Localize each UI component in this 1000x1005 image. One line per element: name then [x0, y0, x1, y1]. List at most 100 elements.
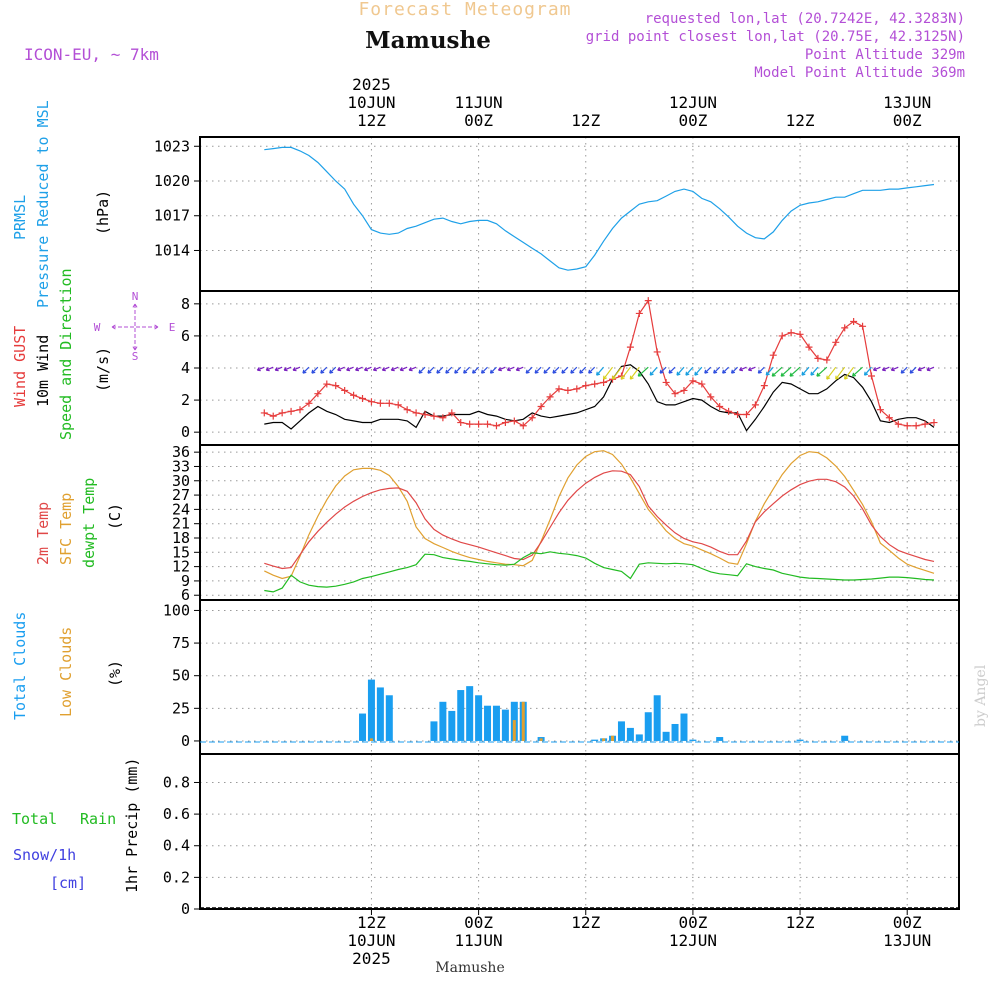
wind-direction-arrow [668, 366, 676, 374]
model-name: ICON-EU, ~ 7km [24, 45, 159, 64]
wind-direction-arrow [337, 366, 345, 372]
gust-marker [600, 378, 608, 386]
wind-direction-arrow [292, 366, 301, 372]
pressure-line [264, 146, 935, 271]
time-label-bottom: 12Z [571, 913, 600, 932]
wind-direction-arrow [620, 366, 631, 380]
gust-marker [260, 409, 268, 417]
temp-unit: (C) [106, 503, 124, 530]
time-label-top: 12Z [357, 111, 386, 130]
pressure-panel-labels: PRMSL Pressure Reduced to MSL (hPa) [11, 100, 112, 308]
wind-direction-arrow [816, 366, 828, 377]
wind-direction-arrow [552, 366, 560, 374]
wind-direction-arrow [256, 366, 265, 372]
wind-direction-arrow [780, 366, 792, 377]
wind-direction-arrow [602, 366, 614, 380]
wind-direction-arrow [283, 366, 292, 372]
gust-marker [359, 394, 367, 402]
gust-marker [582, 382, 590, 390]
gust-marker [769, 351, 777, 359]
gust-marker [885, 414, 893, 422]
total-label: Total [12, 810, 57, 828]
gust-marker [519, 422, 527, 430]
time-label-bottom: 2025 [352, 949, 391, 968]
compass-e: E [169, 321, 176, 334]
time-label-top: 12Z [571, 111, 600, 130]
gust-marker [644, 297, 652, 305]
gust-marker [475, 420, 483, 428]
time-label-bottom: 11JUN [455, 931, 503, 950]
total-cloud-bar [376, 687, 384, 741]
low-cloud-bar [539, 738, 543, 741]
wind-direction-arrow [757, 366, 765, 374]
gust-marker [725, 407, 733, 415]
y-tick-label: 6 [181, 327, 190, 345]
precip-panel-labels: Total Rain Snow/1h [cm] 1hr Precip (mm) [12, 758, 141, 893]
gust-marker [555, 385, 563, 393]
wind-direction-arrow [408, 366, 417, 372]
low-cloud-bar [521, 701, 525, 741]
y-tick-label: 2 [181, 391, 190, 409]
temp-panel-labels: 2m Temp SFC Temp dewpt Temp (C) [34, 478, 124, 568]
footer-station: Mamushe [435, 960, 504, 976]
clouds-unit: (%) [106, 660, 124, 687]
y-tick-label: 27 [172, 486, 190, 504]
gust-marker [394, 401, 402, 409]
wind-direction-arrow [872, 366, 881, 372]
total-cloud-bar [662, 731, 670, 741]
total-cloud-bar [689, 739, 697, 741]
gust-marker [510, 417, 518, 425]
y-tick-label: 1014 [154, 241, 190, 259]
total-cloud-bar [385, 695, 393, 741]
product-title: Forecast Meteogram [358, 0, 571, 20]
point-altitude: Point Altitude 329m [805, 47, 965, 63]
gust-marker [751, 401, 759, 409]
total-cloud-bar [591, 739, 599, 741]
wind-direction-arrow [801, 366, 810, 376]
gust-marker [564, 386, 572, 394]
wind-direction-arrow [320, 366, 328, 374]
dewpt-line [264, 551, 935, 593]
rain-label: Rain [80, 810, 116, 828]
wind-direction-arrow [445, 366, 453, 374]
wind-direction-arrow [722, 366, 730, 374]
wind-direction-arrow [363, 366, 372, 372]
panel-frame [199, 599, 960, 755]
wind-panel-labels: Wind GUST 10m Wind Speed and Direction (… [11, 268, 175, 440]
y-tick-label: 1017 [154, 207, 190, 225]
time-label-bottom: 12JUN [669, 931, 717, 950]
gust-marker [832, 338, 840, 346]
wind-direction-arrow [765, 366, 774, 376]
wind-direction-arrow [738, 366, 747, 372]
y-tick-label: 12 [172, 558, 190, 576]
wind-direction-arrow [881, 366, 890, 372]
gust-marker [734, 411, 742, 419]
wind-direction-arrow [463, 366, 471, 374]
wind-direction-arrow [480, 366, 488, 374]
gust-marker [305, 399, 313, 407]
wind-direction-arrow [629, 366, 640, 380]
gust-marker [787, 329, 795, 337]
wind-direction-arrow [525, 366, 533, 374]
total-cloud-bar [671, 723, 679, 741]
y-tick-label: 0 [181, 423, 190, 441]
total-cloud-bar [430, 721, 438, 741]
wind-direction-arrow [588, 366, 596, 374]
gust-marker [707, 393, 715, 401]
gust-marker [894, 420, 902, 428]
total-cloud-bar [796, 739, 804, 741]
y-tick-label: 21 [172, 515, 190, 533]
wind-direction-arrow [685, 366, 694, 376]
station-title: Mamushe [365, 27, 491, 54]
gust-marker [778, 332, 786, 340]
gust-marker [385, 399, 393, 407]
gust-marker [859, 322, 867, 330]
gust-marker [921, 420, 929, 428]
y-tick-label: 0.6 [163, 805, 190, 823]
total-cloud-bar [367, 679, 375, 741]
wind-direction-arrow [789, 366, 801, 377]
gust-marker [671, 390, 679, 398]
wind-direction-arrow [900, 366, 908, 374]
wind-direction-arrow [835, 366, 846, 380]
y-tick-label: 0 [181, 900, 190, 918]
